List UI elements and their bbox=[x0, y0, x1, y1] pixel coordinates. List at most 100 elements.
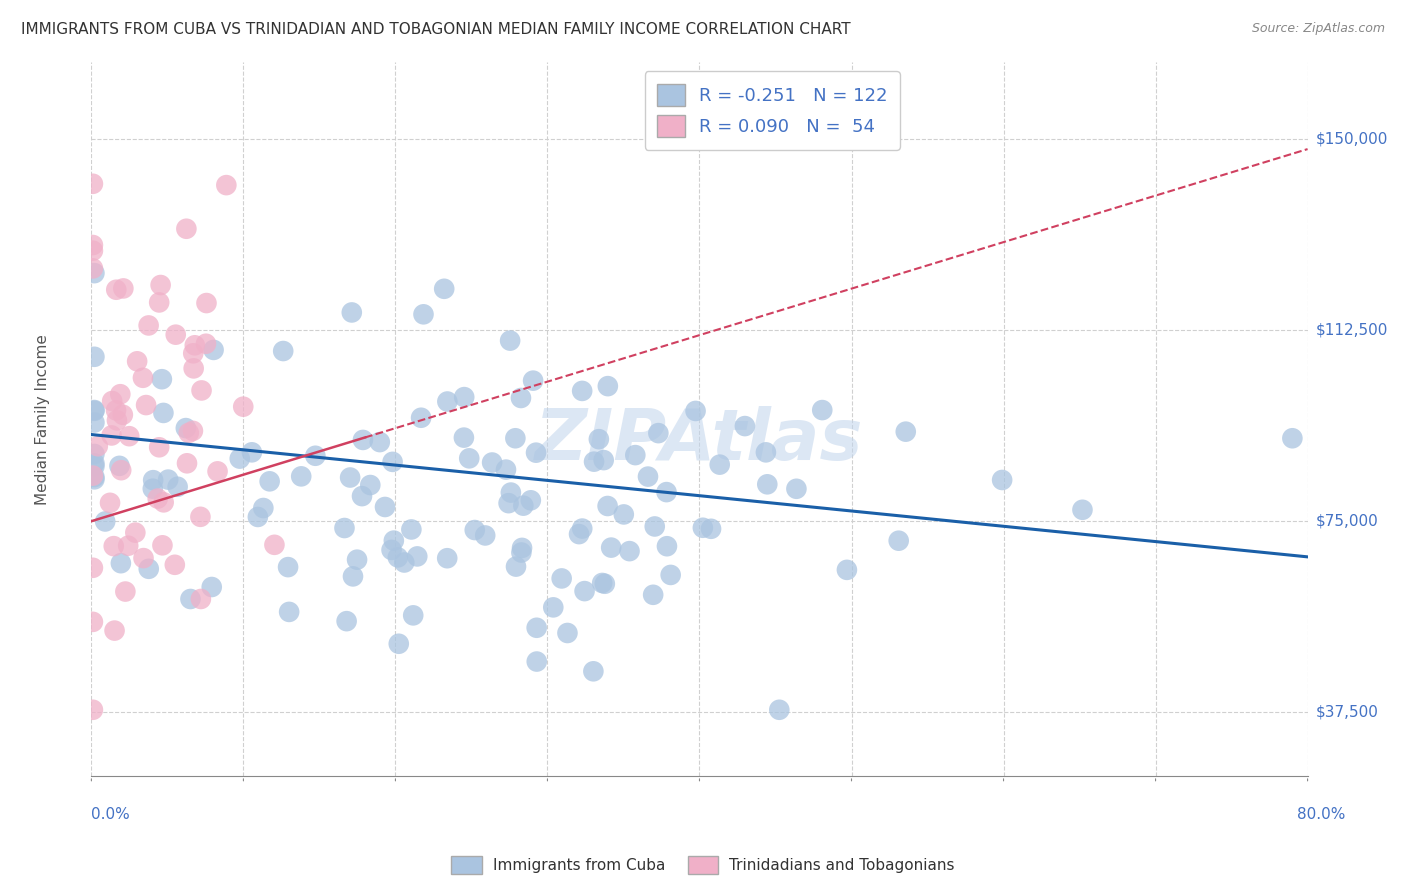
Point bbox=[524, 445, 547, 459]
Point bbox=[82, 177, 104, 191]
Point bbox=[520, 493, 543, 508]
Point bbox=[582, 665, 605, 679]
Point bbox=[433, 282, 456, 296]
Point bbox=[183, 361, 205, 376]
Point bbox=[82, 703, 104, 717]
Point bbox=[174, 421, 197, 435]
Point bbox=[510, 391, 533, 405]
Point bbox=[526, 655, 548, 669]
Point bbox=[263, 538, 285, 552]
Point bbox=[177, 425, 200, 440]
Point bbox=[1071, 503, 1094, 517]
Point bbox=[118, 429, 141, 443]
Point bbox=[436, 394, 458, 409]
Point bbox=[647, 426, 669, 441]
Point bbox=[176, 221, 198, 235]
Point bbox=[138, 318, 160, 333]
Point bbox=[785, 482, 807, 496]
Point bbox=[83, 416, 105, 430]
Point bbox=[232, 400, 254, 414]
Point bbox=[304, 449, 326, 463]
Text: Median Family Income: Median Family Income bbox=[35, 334, 51, 505]
Point bbox=[127, 354, 149, 368]
Point bbox=[166, 480, 188, 494]
Point bbox=[290, 469, 312, 483]
Point bbox=[157, 473, 180, 487]
Point bbox=[568, 527, 591, 541]
Point bbox=[352, 433, 374, 447]
Point bbox=[1281, 431, 1303, 445]
Point bbox=[388, 637, 411, 651]
Point bbox=[624, 448, 647, 462]
Legend: Immigrants from Cuba, Trinidadians and Tobagonians: Immigrants from Cuba, Trinidadians and T… bbox=[446, 850, 960, 880]
Point bbox=[768, 703, 790, 717]
Point bbox=[495, 462, 517, 476]
Point bbox=[135, 398, 157, 412]
Point bbox=[87, 439, 110, 453]
Point bbox=[387, 550, 409, 565]
Point bbox=[571, 522, 593, 536]
Point bbox=[83, 459, 105, 474]
Point bbox=[464, 523, 486, 537]
Point bbox=[350, 489, 373, 503]
Point bbox=[124, 525, 146, 540]
Point bbox=[412, 307, 434, 321]
Point bbox=[526, 621, 548, 635]
Point bbox=[644, 519, 666, 533]
Point bbox=[368, 435, 391, 450]
Point bbox=[83, 472, 105, 486]
Point bbox=[685, 404, 707, 418]
Point bbox=[82, 244, 104, 258]
Point bbox=[512, 499, 534, 513]
Point bbox=[588, 432, 610, 446]
Text: Source: ZipAtlas.com: Source: ZipAtlas.com bbox=[1251, 22, 1385, 36]
Point bbox=[110, 556, 132, 570]
Point bbox=[734, 419, 756, 434]
Point bbox=[179, 592, 201, 607]
Point bbox=[132, 371, 155, 385]
Point bbox=[613, 508, 636, 522]
Point bbox=[114, 584, 136, 599]
Text: $37,500: $37,500 bbox=[1316, 705, 1379, 720]
Point bbox=[83, 447, 105, 461]
Point bbox=[117, 539, 139, 553]
Point bbox=[342, 569, 364, 583]
Point bbox=[132, 551, 155, 566]
Point bbox=[894, 425, 917, 439]
Point bbox=[240, 445, 263, 459]
Point bbox=[105, 413, 128, 427]
Point bbox=[98, 496, 121, 510]
Point bbox=[142, 482, 165, 496]
Point bbox=[359, 478, 381, 492]
Point bbox=[142, 473, 165, 487]
Point bbox=[380, 542, 402, 557]
Point bbox=[82, 261, 104, 276]
Point bbox=[195, 296, 218, 310]
Point bbox=[692, 521, 714, 535]
Point bbox=[105, 403, 128, 417]
Point bbox=[83, 266, 105, 280]
Point bbox=[522, 374, 544, 388]
Point bbox=[583, 455, 606, 469]
Point bbox=[346, 552, 368, 566]
Point bbox=[165, 327, 187, 342]
Point bbox=[401, 523, 423, 537]
Point bbox=[83, 350, 105, 364]
Point bbox=[474, 528, 496, 542]
Point bbox=[259, 475, 281, 489]
Point bbox=[991, 473, 1014, 487]
Point bbox=[94, 515, 117, 529]
Point bbox=[655, 485, 678, 500]
Point bbox=[83, 470, 105, 484]
Point bbox=[202, 343, 225, 357]
Point bbox=[152, 495, 174, 509]
Point bbox=[394, 556, 416, 570]
Point bbox=[83, 403, 105, 417]
Point bbox=[574, 584, 596, 599]
Point bbox=[207, 464, 229, 478]
Point bbox=[277, 560, 299, 574]
Point bbox=[593, 576, 616, 591]
Point bbox=[453, 390, 475, 404]
Point bbox=[163, 558, 186, 572]
Point bbox=[382, 533, 405, 548]
